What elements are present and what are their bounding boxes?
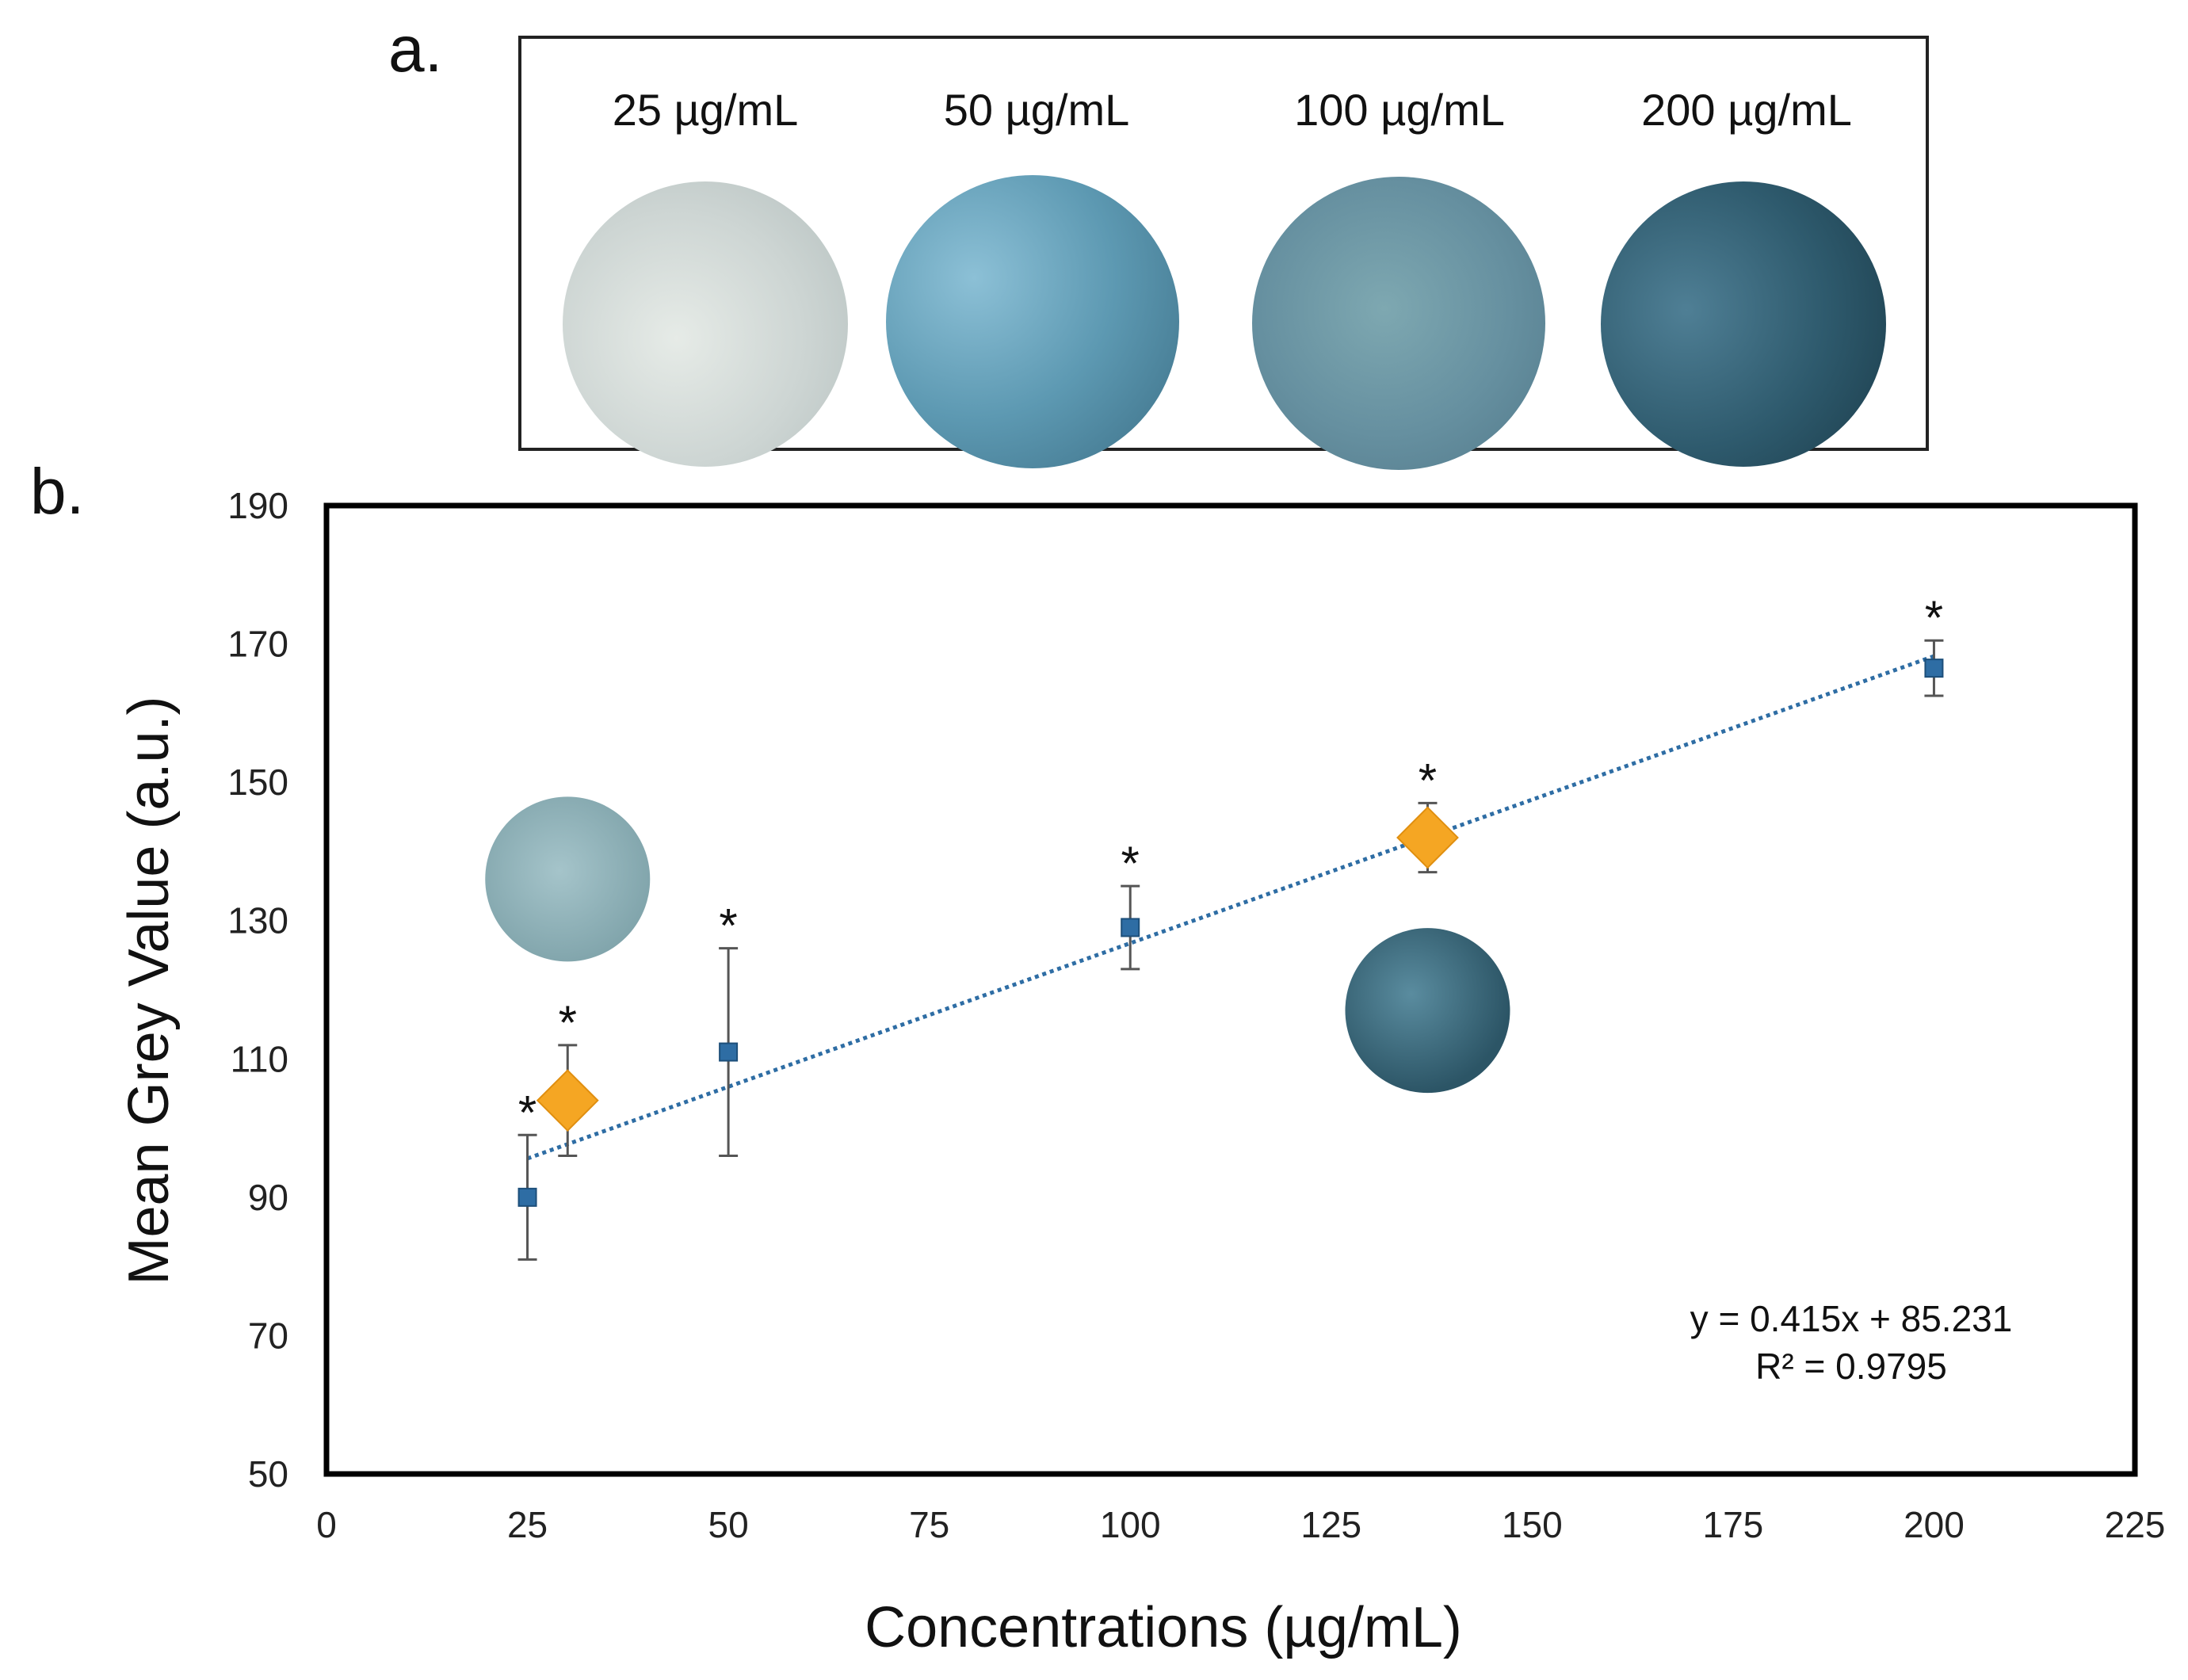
swatch-disc-50 [886,175,1179,468]
significance-star: * [1419,754,1437,807]
sample-diamond-point [536,1069,599,1132]
standard-square-point [719,1042,739,1062]
swatch-disc-100 [1252,177,1545,470]
standard-square-point [517,1187,537,1207]
significance-star: * [559,996,577,1049]
panel-a-swatch-box: 25 µg/mL 50 µg/mL 100 µg/mL 200 µg/mL [518,36,1929,470]
significance-star: * [719,899,737,953]
x-tick-label: 125 [1300,1504,1361,1545]
panel-b-label: b. [30,456,85,528]
x-tick-label: 225 [2105,1504,2166,1545]
significance-star: * [1925,591,1943,644]
trendline [526,654,1935,1161]
swatch-label-25: 25 µg/mL [612,85,799,135]
trendline-equation: y = 0.415x + 85.231 [1690,1298,2013,1339]
y-tick-label: 50 [248,1453,288,1495]
x-tick-label: 75 [909,1504,949,1545]
y-tick-label: 170 [227,624,288,665]
x-tick-label: 100 [1100,1504,1161,1545]
plot-area-frame [323,502,2138,1477]
x-tick-label: 175 [1703,1504,1764,1545]
x-tick-label: 50 [708,1504,749,1545]
x-tick-label: 0 [316,1504,337,1545]
panel-a-label: a. [388,13,443,86]
x-tick-label: 150 [1502,1504,1563,1545]
inset-sample-image [1345,928,1510,1094]
x-axis-label: Concentrations (µg/mL) [865,1596,1462,1659]
swatch-label-100: 100 µg/mL [1294,85,1505,135]
swatch-disc-25 [563,181,848,467]
x-tick-label: 200 [1904,1504,1965,1545]
y-axis-label: Mean Grey Value (a.u.) [117,697,181,1285]
significance-star: * [1121,837,1140,890]
inset-sample-image [485,796,651,962]
trendline-r-squared: R² = 0.9795 [1755,1346,1947,1387]
y-tick-label: 90 [248,1177,288,1218]
y-tick-label: 130 [227,900,288,941]
standard-square-point [1121,918,1140,937]
swatch-disc-200 [1601,181,1886,467]
y-tick-label: 190 [227,485,288,526]
y-tick-label: 110 [231,1038,288,1079]
sample-diamond-point [1396,806,1459,869]
significance-star: * [518,1086,536,1139]
x-tick-label: 25 [507,1504,548,1545]
y-tick-label: 150 [227,762,288,803]
y-tick-label: 70 [248,1315,288,1356]
swatch-label-200: 200 µg/mL [1641,85,1852,135]
swatch-label-50: 50 µg/mL [943,85,1130,135]
standard-square-point [1924,659,1944,678]
